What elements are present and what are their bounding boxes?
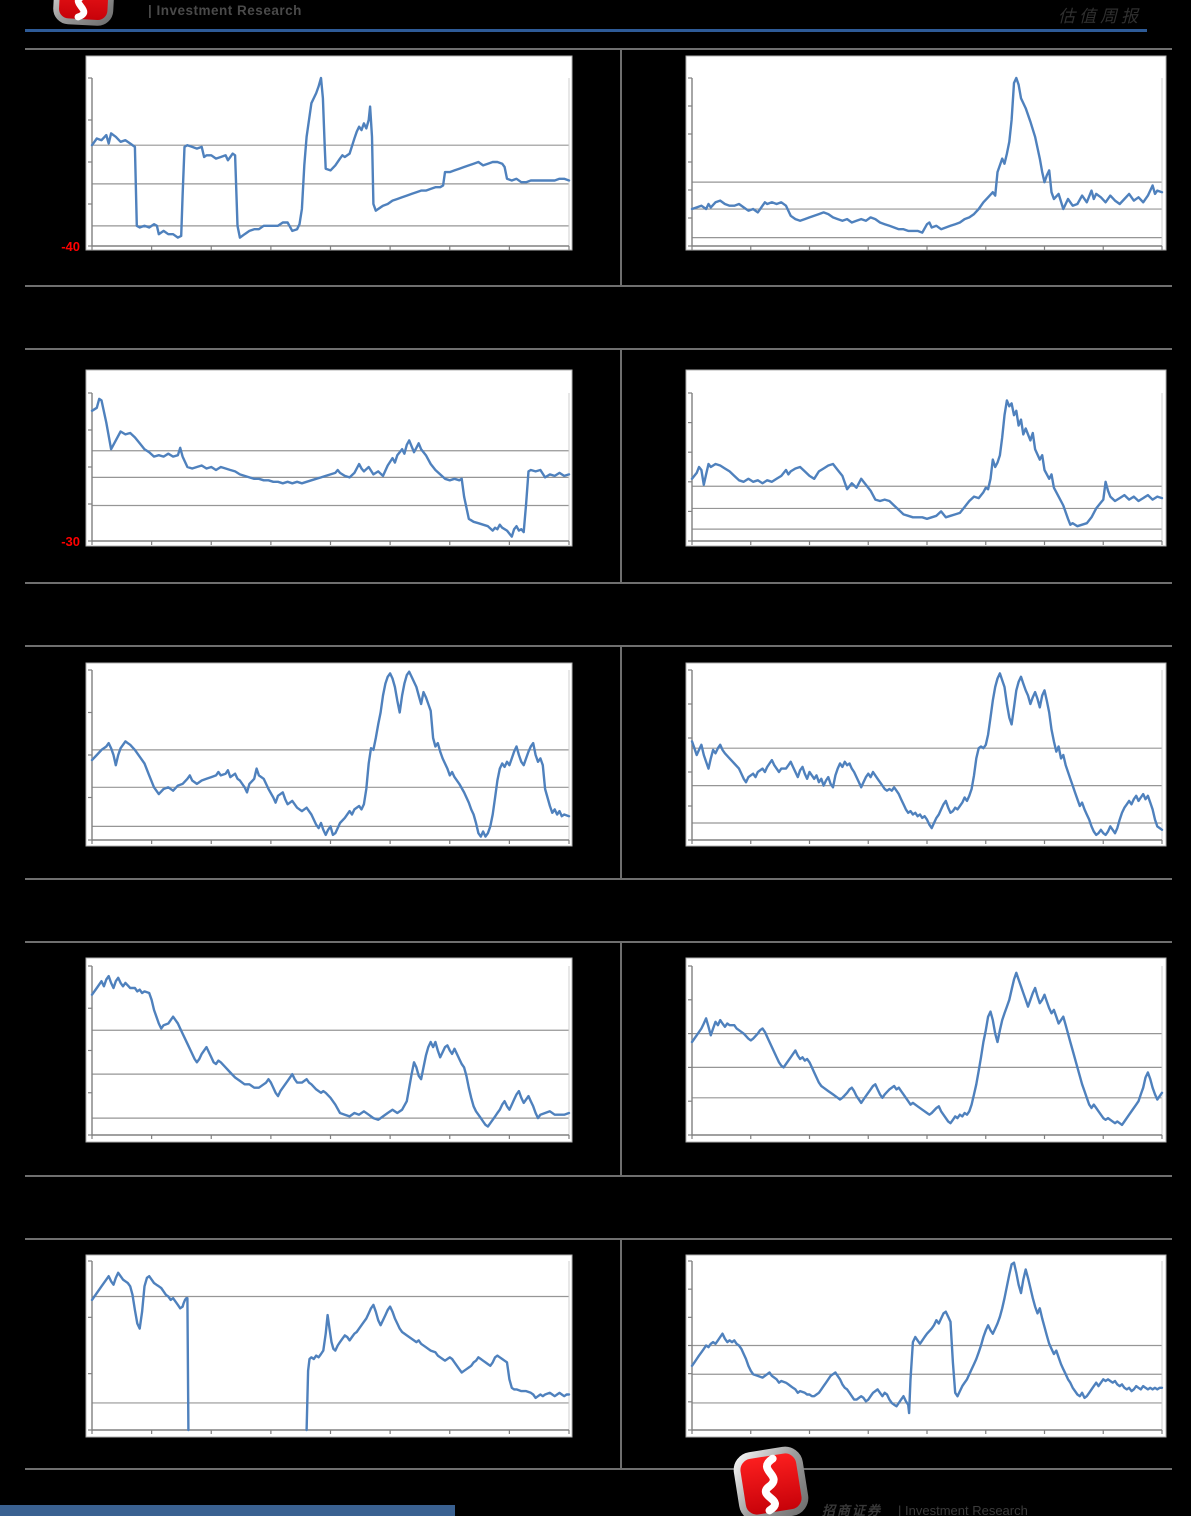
table-divider bbox=[620, 1238, 622, 1468]
footer-brand: 招商证券 | Investment Research bbox=[822, 1500, 1028, 1516]
chart-panel-10 bbox=[685, 1254, 1167, 1438]
chart-1-line bbox=[90, 76, 571, 239]
footer-accent-bar bbox=[0, 1505, 455, 1516]
chart-3-y-min-label: -30 bbox=[61, 534, 80, 549]
chart-panel-7 bbox=[85, 957, 573, 1143]
chart-3-line bbox=[90, 397, 571, 538]
footer-company-name: 招商证券 bbox=[822, 1503, 883, 1516]
table-divider bbox=[620, 941, 622, 1175]
chart-5-line bbox=[90, 670, 571, 838]
chart-9-line bbox=[90, 1271, 190, 1432]
chart-panel-1: -40 bbox=[61, 55, 573, 254]
page-title: 估值周报 bbox=[1058, 7, 1142, 26]
chart-4-line bbox=[690, 399, 1164, 528]
footer-brand-text: | Investment Research bbox=[898, 1503, 1028, 1516]
cms-logo-bottom bbox=[729, 1443, 813, 1516]
table-border-line bbox=[25, 645, 1172, 647]
table-border-line bbox=[25, 878, 1172, 880]
chart-panel-3: -30 bbox=[61, 369, 573, 549]
chart-2-line bbox=[690, 76, 1164, 234]
chart-panel-6 bbox=[685, 662, 1167, 847]
cms-logo-top bbox=[50, 0, 117, 28]
table-border-line bbox=[25, 582, 1172, 584]
chart-6-line bbox=[690, 672, 1164, 837]
chart-panel-5 bbox=[85, 662, 573, 847]
table-divider bbox=[620, 348, 622, 582]
header-brand-text: | Investment Research bbox=[148, 3, 302, 18]
chart-panel-8 bbox=[685, 957, 1167, 1143]
table-border-line bbox=[25, 1468, 1172, 1470]
chart-panel-9 bbox=[85, 1254, 573, 1438]
chart-10-line bbox=[690, 1261, 1164, 1415]
table-border-line bbox=[25, 348, 1172, 350]
table-border-line bbox=[25, 48, 1172, 50]
header-rule bbox=[25, 29, 1147, 32]
table-border-line bbox=[25, 1238, 1172, 1240]
table-divider bbox=[620, 48, 622, 285]
table-border-line bbox=[25, 285, 1172, 287]
chart-8-line bbox=[690, 971, 1164, 1127]
chart-1-y-min-label: -40 bbox=[61, 239, 80, 254]
chart-panel-4 bbox=[685, 369, 1167, 547]
table-border-line bbox=[25, 941, 1172, 943]
table-divider bbox=[620, 645, 622, 878]
chart-panel-2 bbox=[685, 55, 1167, 251]
chart-7-line bbox=[90, 974, 571, 1128]
cms-logo-icon bbox=[733, 1446, 809, 1516]
table-border-line bbox=[25, 1175, 1172, 1177]
chart-9-line bbox=[305, 1303, 571, 1432]
cms-logo-icon bbox=[53, 0, 115, 26]
